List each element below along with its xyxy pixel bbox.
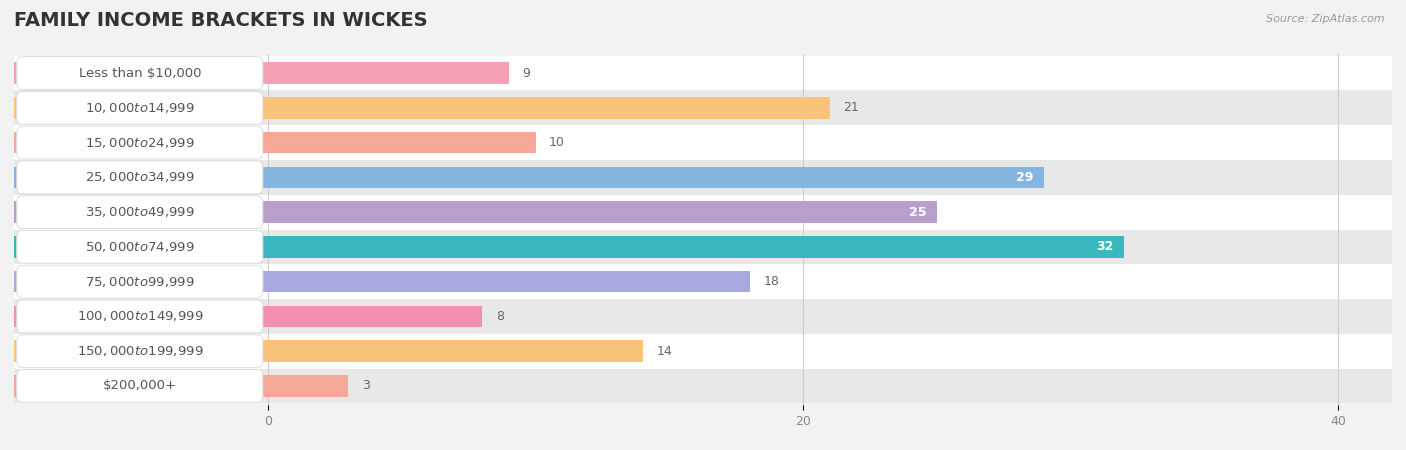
Text: $150,000 to $199,999: $150,000 to $199,999 [76, 344, 202, 358]
Bar [14, 271, 749, 292]
Bar [14, 56, 1392, 90]
Text: 14: 14 [657, 345, 672, 358]
FancyBboxPatch shape [17, 369, 263, 402]
Text: Less than $10,000: Less than $10,000 [79, 67, 201, 80]
FancyBboxPatch shape [17, 230, 263, 263]
Text: $25,000 to $34,999: $25,000 to $34,999 [84, 171, 194, 184]
Text: 32: 32 [1097, 240, 1114, 253]
Bar [14, 125, 1392, 160]
Text: 18: 18 [763, 275, 779, 288]
Text: FAMILY INCOME BRACKETS IN WICKES: FAMILY INCOME BRACKETS IN WICKES [14, 11, 427, 30]
Bar [14, 63, 509, 84]
Bar [14, 375, 349, 396]
Text: 21: 21 [844, 101, 859, 114]
Text: 3: 3 [361, 379, 370, 392]
FancyBboxPatch shape [17, 265, 263, 298]
Text: Source: ZipAtlas.com: Source: ZipAtlas.com [1267, 14, 1385, 23]
Bar [14, 264, 1392, 299]
Text: $15,000 to $24,999: $15,000 to $24,999 [84, 135, 194, 149]
Text: $10,000 to $14,999: $10,000 to $14,999 [84, 101, 194, 115]
FancyBboxPatch shape [17, 300, 263, 333]
Text: $35,000 to $49,999: $35,000 to $49,999 [84, 205, 194, 219]
Bar [14, 195, 1392, 230]
FancyBboxPatch shape [17, 335, 263, 368]
Text: 9: 9 [523, 67, 530, 80]
Text: $75,000 to $99,999: $75,000 to $99,999 [84, 274, 194, 288]
Text: $50,000 to $74,999: $50,000 to $74,999 [84, 240, 194, 254]
FancyBboxPatch shape [17, 196, 263, 229]
FancyBboxPatch shape [17, 126, 263, 159]
Bar [14, 201, 938, 223]
FancyBboxPatch shape [17, 91, 263, 124]
Text: 10: 10 [550, 136, 565, 149]
Bar [14, 334, 1392, 369]
Text: 29: 29 [1017, 171, 1033, 184]
Bar [14, 340, 643, 362]
Text: $100,000 to $149,999: $100,000 to $149,999 [76, 310, 202, 324]
Bar [14, 306, 482, 327]
Bar [14, 166, 1045, 188]
Bar [14, 97, 830, 119]
Bar [14, 369, 1392, 403]
Text: $200,000+: $200,000+ [103, 379, 177, 392]
Bar [14, 160, 1392, 195]
Bar [14, 230, 1392, 264]
Bar [14, 90, 1392, 125]
Bar [14, 236, 1125, 258]
FancyBboxPatch shape [17, 161, 263, 194]
Text: 25: 25 [908, 206, 927, 219]
Bar [14, 132, 536, 153]
Bar [14, 299, 1392, 334]
Text: 8: 8 [496, 310, 503, 323]
FancyBboxPatch shape [17, 57, 263, 90]
